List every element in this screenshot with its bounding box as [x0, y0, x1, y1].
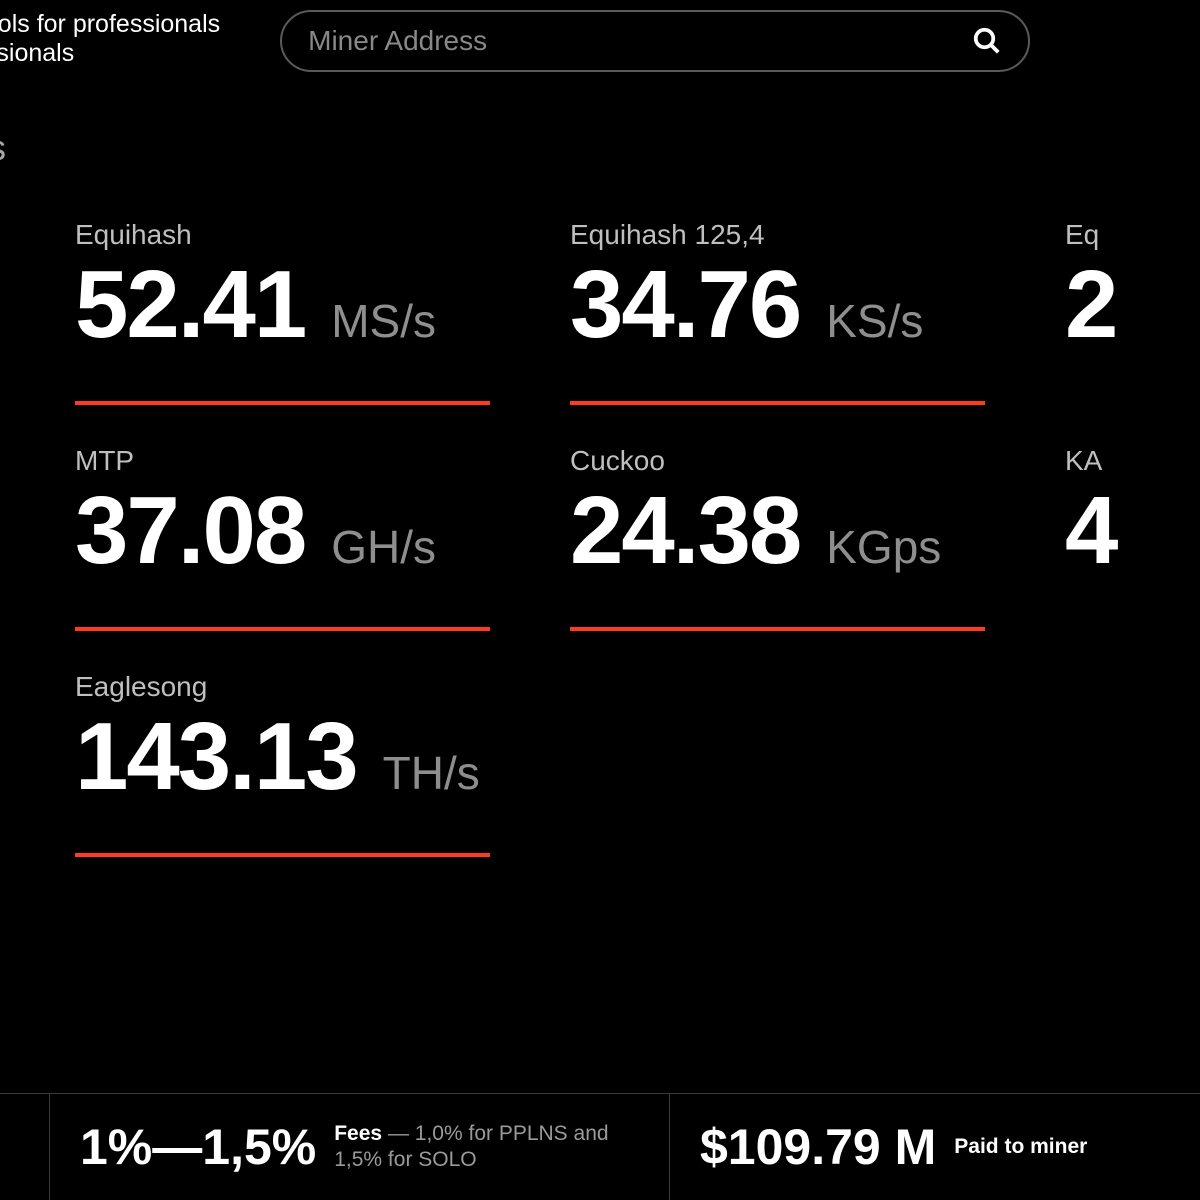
- pool-unit: KS/s: [826, 294, 923, 348]
- pool-value-row: 37.08 GH/s: [75, 483, 570, 579]
- pool-name: MTP: [75, 445, 570, 477]
- pool-value-row: 34.76 KS/s: [570, 257, 1065, 353]
- pool-card[interactable]: Eq 2: [1065, 219, 1200, 405]
- pool-underline: [75, 627, 490, 631]
- pool-underline: [75, 401, 490, 405]
- search-container: [280, 10, 1030, 72]
- pool-card[interactable]: KA 4: [1065, 445, 1200, 631]
- pool-value: 4: [1065, 483, 1116, 579]
- paid-desc: Paid to miner: [954, 1134, 1087, 1160]
- pool-unit: MS/s: [331, 294, 436, 348]
- pool-card[interactable]: Cuckoo 24.38 KGps: [570, 445, 1065, 631]
- pool-name: KA: [1065, 445, 1200, 477]
- stat-paid: $109.79 M Paid to miner: [670, 1094, 1200, 1200]
- search-field[interactable]: [280, 10, 1030, 72]
- fees-desc: Fees — 1,0% for PPLNS and 1,5% for SOLO: [334, 1121, 639, 1174]
- tagline: pools for professionals essionals: [0, 10, 220, 68]
- pool-card[interactable]: Eaglesong 143.13 TH/s: [75, 671, 570, 857]
- pool-card[interactable]: Equihash 52.41 MS/s: [75, 219, 570, 405]
- paid-value: $109.79 M: [700, 1118, 936, 1176]
- pool-name: Eq: [1065, 219, 1200, 251]
- pool-value: 52.41: [75, 257, 305, 353]
- pool-value-row: 2: [1065, 257, 1200, 353]
- pool-name: Equihash 125,4: [570, 219, 1065, 251]
- pool-value-row: 52.41 MS/s: [75, 257, 570, 353]
- miner-address-input[interactable]: [308, 25, 972, 57]
- pool-card[interactable]: Equihash 125,4 34.76 KS/s: [570, 219, 1065, 405]
- section-title: ls: [0, 127, 1200, 169]
- pool-underline: [570, 627, 985, 631]
- pool-unit: TH/s: [383, 746, 480, 800]
- stat-fees: 1%—1,5% Fees — 1,0% for PPLNS and 1,5% f…: [50, 1094, 670, 1200]
- pool-value: 2: [1065, 257, 1116, 353]
- search-icon[interactable]: [972, 26, 1002, 56]
- pool-name: Eaglesong: [75, 671, 570, 703]
- pool-name: Cuckoo: [570, 445, 1065, 477]
- fees-value: 1%—1,5%: [80, 1118, 316, 1176]
- header: pools for professionals essionals: [0, 0, 1200, 72]
- pool-value: 34.76: [570, 257, 800, 353]
- stat-spacer: [0, 1094, 50, 1200]
- pool-grid: Equihash 52.41 MS/s Equihash 125,4 34.76 KS/s…: [75, 219, 1200, 857]
- pool-underline: [75, 853, 490, 857]
- pool-name: Equihash: [75, 219, 570, 251]
- pool-unit: GH/s: [331, 520, 436, 574]
- pool-value-row: 4: [1065, 483, 1200, 579]
- pool-unit: KGps: [826, 520, 941, 574]
- pool-card[interactable]: MTP 37.08 GH/s: [75, 445, 570, 631]
- pool-value: 37.08: [75, 483, 305, 579]
- pool-underline: [570, 401, 985, 405]
- pool-value-row: 24.38 KGps: [570, 483, 1065, 579]
- stats-bar: 1%—1,5% Fees — 1,0% for PPLNS and 1,5% f…: [0, 1093, 1200, 1200]
- pool-value: 143.13: [75, 709, 357, 805]
- pool-value-row: 143.13 TH/s: [75, 709, 570, 805]
- pool-value: 24.38: [570, 483, 800, 579]
